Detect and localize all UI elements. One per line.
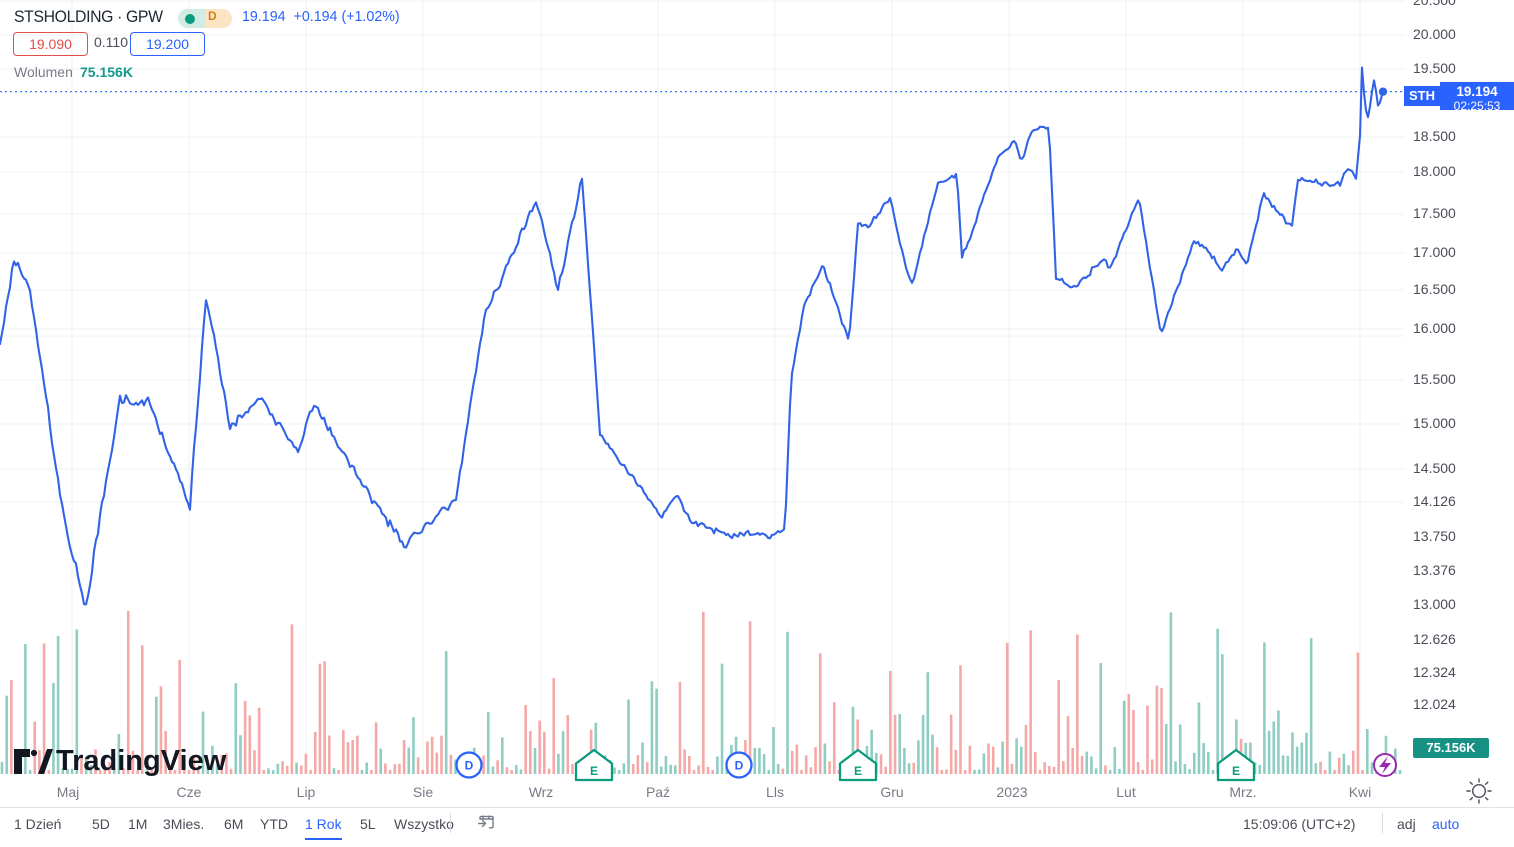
svg-text:E: E — [1232, 764, 1240, 778]
svg-text:D: D — [735, 759, 744, 773]
svg-text:E: E — [854, 764, 862, 778]
svg-text:D: D — [465, 759, 474, 773]
svg-text:E: E — [590, 764, 598, 778]
